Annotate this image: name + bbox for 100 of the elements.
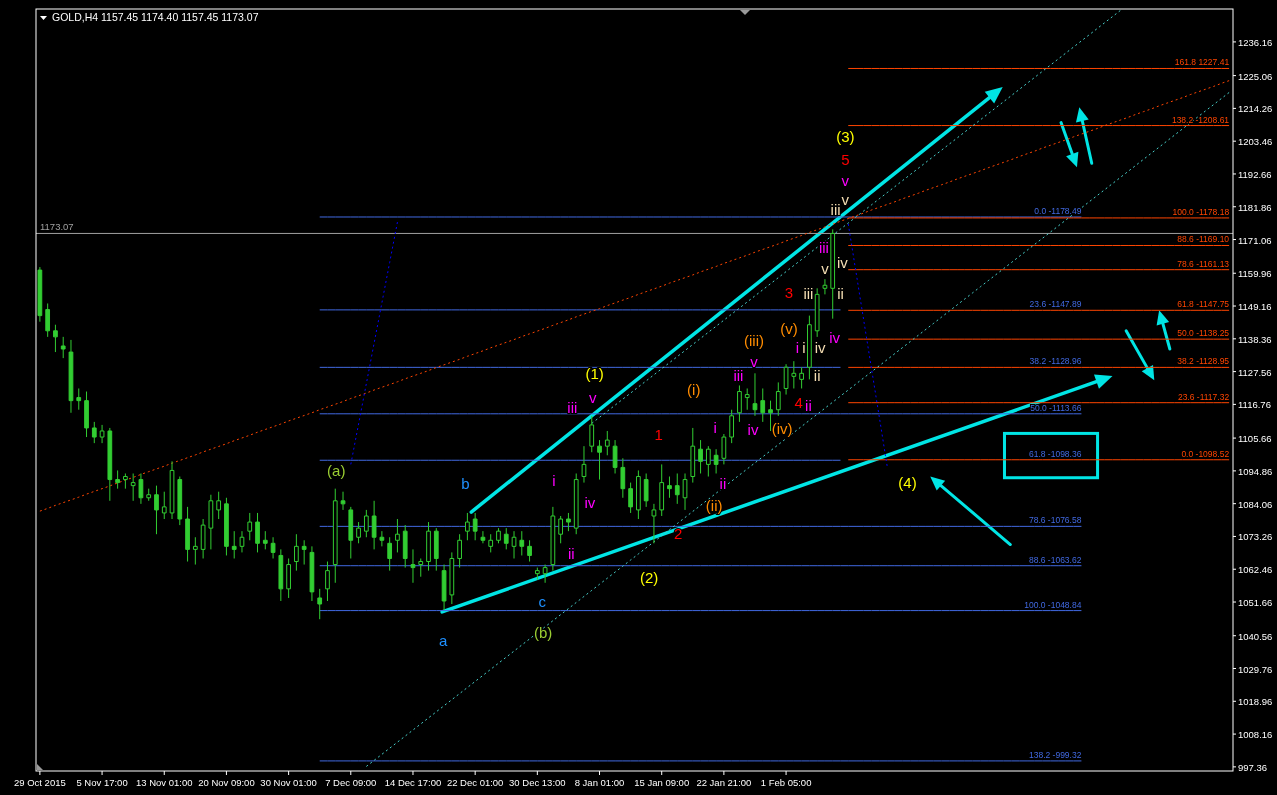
candlestick xyxy=(760,387,766,423)
annotation: iv xyxy=(829,328,841,346)
candlestick xyxy=(744,387,750,411)
candlestick xyxy=(192,536,198,566)
candlestick xyxy=(301,539,307,566)
y-tick-label: 997.36 xyxy=(1238,761,1268,773)
annotation: (b) xyxy=(534,623,553,641)
annotation: 78.6 -1161.13 xyxy=(1177,258,1230,269)
candlestick xyxy=(830,228,836,320)
annotation: iii xyxy=(733,366,744,384)
y-tick-label: 1214.26 xyxy=(1238,102,1273,114)
y-tick-label: 1203.46 xyxy=(1238,135,1273,147)
annotation: v xyxy=(841,171,850,189)
candlestick xyxy=(496,527,501,544)
annotation: 161.8 1227.41 xyxy=(1174,57,1230,68)
candlestick xyxy=(294,533,299,572)
candlestick xyxy=(402,524,408,569)
candlestick xyxy=(37,266,43,323)
annotation: 88.6 -1169.10 xyxy=(1177,234,1230,245)
candlestick xyxy=(783,363,789,396)
candlestick xyxy=(480,530,486,544)
candlestick xyxy=(612,439,618,474)
candlestick xyxy=(138,472,144,505)
candlestick xyxy=(465,512,470,541)
x-tick-label: 5 Nov 17:00 xyxy=(76,777,128,788)
y-tick-label: 1062.46 xyxy=(1238,563,1273,575)
y-tick-label: 1018.96 xyxy=(1238,695,1273,707)
annotation: (iv) xyxy=(771,419,793,437)
candlestick xyxy=(146,488,152,502)
line-series xyxy=(350,221,398,465)
candlestick xyxy=(387,536,393,572)
candlestick xyxy=(534,567,540,581)
x-tick-label: 20 Nov 09:00 xyxy=(198,777,255,788)
candlestick xyxy=(604,430,610,456)
x-tick-label: 14 Dec 17:00 xyxy=(384,777,442,788)
y-tick-label: 1116.76 xyxy=(1238,398,1271,410)
candlestick xyxy=(807,315,812,380)
candlestick xyxy=(418,557,424,578)
annotation: ii xyxy=(837,284,844,302)
y-tick-label: 1105.66 xyxy=(1238,432,1272,444)
y-tick-label: 1149.16 xyxy=(1238,300,1272,312)
annotation: (ii) xyxy=(705,496,723,514)
annotation: v xyxy=(750,352,759,370)
candlestick xyxy=(752,372,758,417)
y-tick-label: 1127.56 xyxy=(1238,366,1272,378)
annotation: b xyxy=(461,474,470,492)
candlestick xyxy=(115,469,120,490)
x-tick-label: 7 Dec 09:00 xyxy=(325,777,377,788)
candlestick xyxy=(68,339,74,414)
candlestick xyxy=(107,427,113,502)
line-series xyxy=(39,80,1230,512)
y-tick-label: 1192.66 xyxy=(1238,168,1272,180)
x-tick-label: 22 Jan 21:00 xyxy=(696,777,752,788)
candlestick xyxy=(597,439,602,481)
ref-line-label: 1173.07 xyxy=(40,221,74,233)
annotation: 61.8 -1147.75 xyxy=(1177,299,1230,310)
annotation: i xyxy=(795,339,800,356)
annotation: 138.2 -999.32 xyxy=(1028,749,1082,760)
annotation: (a) xyxy=(327,461,346,479)
annotation: 5 xyxy=(841,150,850,168)
annotation: i xyxy=(552,471,556,489)
annotation: iv xyxy=(814,338,826,356)
annotation: 138.2 -1208.61 xyxy=(1171,114,1230,125)
annotation: 0.0 -1098.52 xyxy=(1181,448,1230,459)
candlestick xyxy=(371,500,377,550)
candlestick xyxy=(488,533,494,553)
annotation: ii xyxy=(568,544,575,562)
annotation: (i) xyxy=(687,380,701,398)
candlestick xyxy=(667,476,672,499)
candlestick xyxy=(527,539,532,563)
candlestick xyxy=(433,527,439,572)
annotation: v xyxy=(841,190,850,208)
annotation: v xyxy=(588,388,597,406)
y-tick-label: 1159.96 xyxy=(1238,267,1272,279)
candlestick xyxy=(270,536,276,559)
candlestick xyxy=(791,360,797,389)
candlestick xyxy=(161,491,167,520)
annotation: 38.2 -1128.96 xyxy=(1029,356,1082,367)
candlestick xyxy=(581,445,587,484)
annotation: iii xyxy=(567,398,578,416)
candlestick xyxy=(332,488,338,584)
candlestick xyxy=(713,448,719,474)
candlestick xyxy=(185,506,190,563)
candlestick xyxy=(573,472,579,535)
y-tick-label: 1073.26 xyxy=(1238,530,1273,542)
candlestick xyxy=(325,561,330,602)
candlestick xyxy=(200,518,206,559)
annotation: iii xyxy=(830,200,841,218)
candlestick xyxy=(53,324,58,353)
candlestick xyxy=(348,506,354,559)
candlestick xyxy=(45,302,51,338)
candlestick xyxy=(542,564,548,584)
candlestick xyxy=(682,472,688,511)
annotation: (3) xyxy=(836,127,855,145)
x-tick-label: 22 Dec 01:00 xyxy=(446,777,504,788)
candlestick xyxy=(659,463,665,517)
candlestick xyxy=(558,515,564,544)
candlestick xyxy=(472,512,478,541)
annotation: iv xyxy=(584,493,596,511)
candlestick xyxy=(60,336,66,359)
